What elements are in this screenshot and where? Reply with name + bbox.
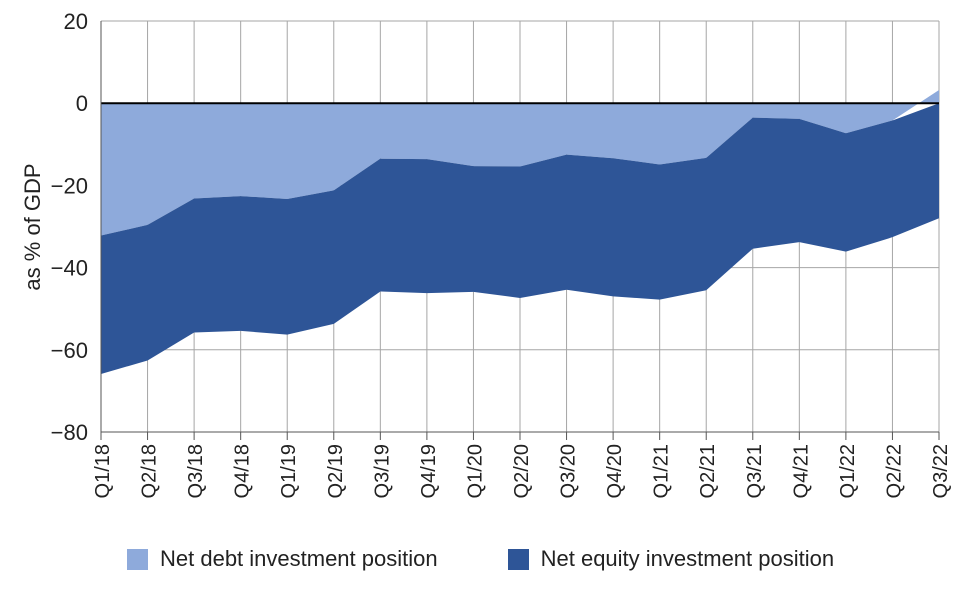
x-tick-label: Q2/22: [883, 444, 905, 498]
legend: Net debt investment position Net equity …: [127, 546, 904, 572]
x-tick-label: Q2/21: [697, 444, 719, 498]
x-tick-label: Q1/21: [651, 444, 673, 498]
x-tick-label: Q4/20: [604, 444, 626, 498]
area-net-equity: [101, 103, 939, 375]
legend-swatch-debt: [127, 548, 148, 570]
legend-label-equity: Net equity investment position: [540, 546, 835, 571]
y-tick-label: −60: [51, 338, 88, 363]
x-tick-label: Q2/20: [511, 444, 533, 498]
y-axis-label: as % of GDP: [20, 163, 45, 290]
x-tick-label: Q3/18: [185, 444, 207, 498]
x-tick-label: Q1/20: [464, 444, 486, 498]
legend-item-equity: Net equity investment position: [507, 546, 835, 572]
x-tick-label: Q4/21: [790, 444, 812, 498]
legend-swatch-equity: [507, 548, 529, 570]
x-tick-label: Q2/18: [139, 444, 161, 498]
y-tick-label: −40: [51, 256, 88, 281]
legend-item-debt: Net debt investment position: [127, 546, 438, 572]
area-net-debt: [101, 90, 939, 236]
y-tick-label: 20: [64, 9, 88, 34]
legend-label-debt: Net debt investment position: [160, 546, 438, 571]
x-tick-label: Q2/19: [325, 444, 347, 498]
x-tick-label: Q1/19: [278, 444, 300, 498]
x-tick-label: Q1/18: [92, 444, 114, 498]
x-tick-label: Q3/21: [744, 444, 766, 498]
y-tick-label: 0: [76, 91, 88, 116]
x-tick-label: Q1/22: [837, 444, 859, 498]
x-tick-label: Q4/18: [232, 444, 254, 498]
y-tick-label: −20: [51, 173, 88, 198]
series-areas: [101, 90, 939, 375]
x-tick-label: Q3/20: [558, 444, 580, 498]
x-tick-label: Q3/22: [930, 444, 952, 498]
x-tick-label: Q4/19: [418, 444, 440, 498]
y-tick-label: −80: [51, 420, 88, 445]
x-tick-label: Q3/19: [371, 444, 393, 498]
